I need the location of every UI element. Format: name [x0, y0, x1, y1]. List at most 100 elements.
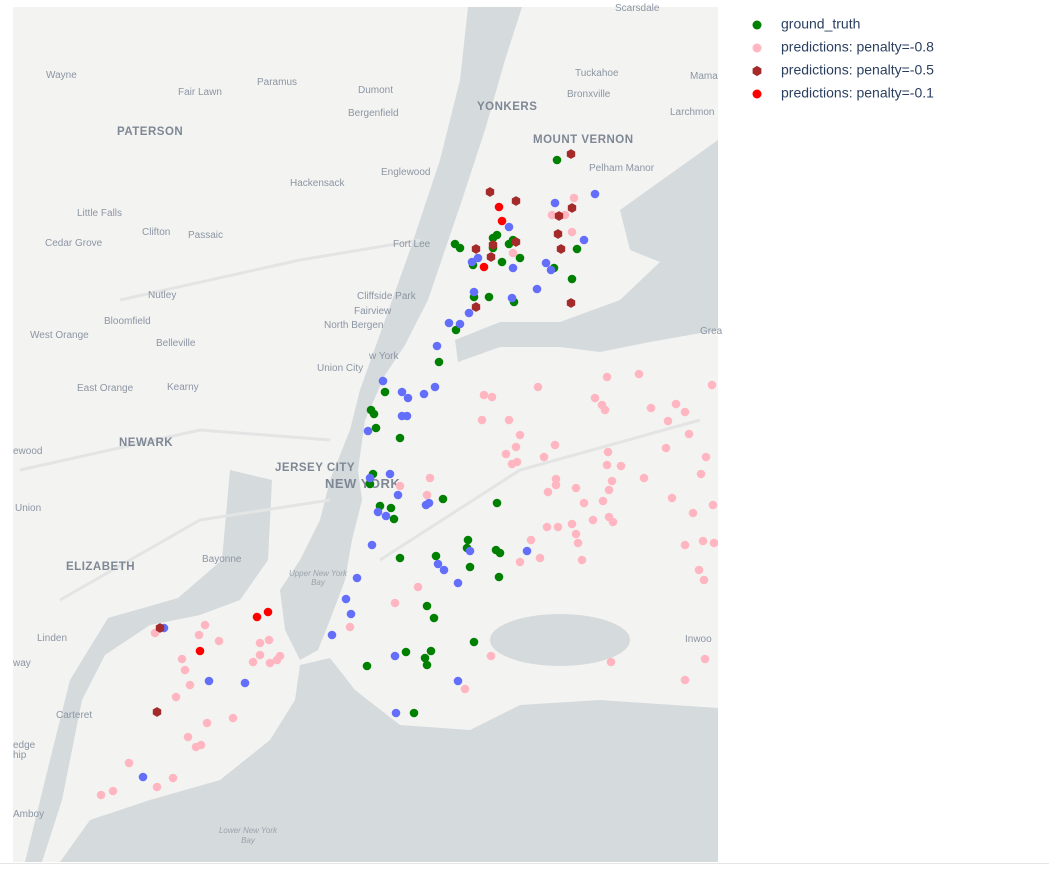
point [433, 559, 443, 569]
point [463, 535, 473, 545]
point [602, 460, 612, 470]
point [566, 149, 576, 159]
point [495, 548, 505, 558]
point [661, 443, 671, 453]
point [378, 376, 388, 386]
point [573, 538, 583, 548]
point [369, 409, 379, 419]
point [494, 202, 504, 212]
place-label: Fairview [354, 306, 392, 317]
point [567, 203, 577, 213]
point [194, 630, 204, 640]
road [19, 238, 701, 602]
water-label: Bay [241, 836, 256, 845]
point [455, 243, 465, 253]
point [424, 498, 434, 508]
place-label: Union City [317, 363, 363, 374]
point [108, 786, 118, 796]
point [272, 655, 282, 665]
point [214, 636, 224, 646]
base-map [13, 7, 718, 862]
point [701, 452, 711, 462]
point [698, 536, 708, 546]
point [567, 227, 577, 237]
point [397, 387, 407, 397]
point [96, 790, 106, 800]
place-label: North Bergen [324, 320, 383, 331]
place-label: Dumont [358, 85, 393, 96]
point [588, 515, 598, 525]
point [380, 387, 390, 397]
point [571, 483, 581, 493]
point [390, 598, 400, 608]
point [362, 661, 372, 671]
point [393, 490, 403, 500]
point [386, 503, 396, 513]
point [471, 302, 481, 312]
point [385, 469, 395, 479]
water [455, 240, 718, 362]
map-labels: Scarsdale Wayne Paramus Dumont Tuckahoe … [12, 3, 723, 845]
point [511, 442, 521, 452]
point [497, 257, 507, 267]
place-label: Cedar Grove [45, 238, 103, 249]
place-label: Wayne [46, 70, 77, 81]
point [550, 440, 560, 450]
point [422, 660, 432, 670]
point [667, 493, 677, 503]
place-label: Cliffside Park [357, 291, 417, 302]
place-label: Larchmon [670, 107, 714, 118]
point [543, 487, 553, 497]
place-label: Union [15, 503, 41, 514]
place-label: Amboy [13, 809, 44, 820]
place-label: Little Falls [77, 208, 122, 219]
point [566, 298, 576, 308]
point [547, 210, 557, 220]
point [556, 244, 566, 254]
point [255, 650, 265, 660]
point [183, 732, 193, 742]
point [646, 403, 656, 413]
point [419, 389, 429, 399]
place-label: ELIZABETH [66, 561, 135, 573]
point [381, 511, 391, 521]
water [280, 7, 522, 660]
point [345, 622, 355, 632]
point [680, 675, 690, 685]
point [567, 519, 577, 529]
point [200, 620, 210, 630]
place-label: Clifton [142, 227, 170, 238]
point [177, 654, 187, 664]
place-label: Bayonne [202, 554, 242, 565]
point [507, 293, 517, 303]
water-label: Upper New York [289, 569, 348, 578]
point [444, 318, 454, 328]
point [426, 646, 436, 656]
place-label: Mama [690, 71, 718, 82]
point [546, 265, 556, 275]
point [168, 773, 178, 783]
point [469, 287, 479, 297]
point [602, 372, 612, 382]
point [709, 538, 718, 548]
place-label: Linden [37, 633, 67, 644]
point [171, 692, 181, 702]
point [603, 447, 613, 457]
point [264, 635, 274, 645]
place-label: YONKERS [477, 101, 537, 113]
point [553, 229, 563, 239]
point [467, 257, 477, 267]
point [152, 707, 162, 717]
point [403, 393, 413, 403]
point [579, 235, 589, 245]
point [422, 490, 432, 500]
point [694, 565, 704, 575]
point [494, 572, 504, 582]
point [265, 658, 275, 668]
point [397, 411, 407, 421]
point [606, 657, 616, 667]
legend-label: predictions: penalty=-0.1 [781, 85, 934, 101]
point [535, 553, 545, 563]
point [539, 452, 549, 462]
point [486, 252, 496, 262]
